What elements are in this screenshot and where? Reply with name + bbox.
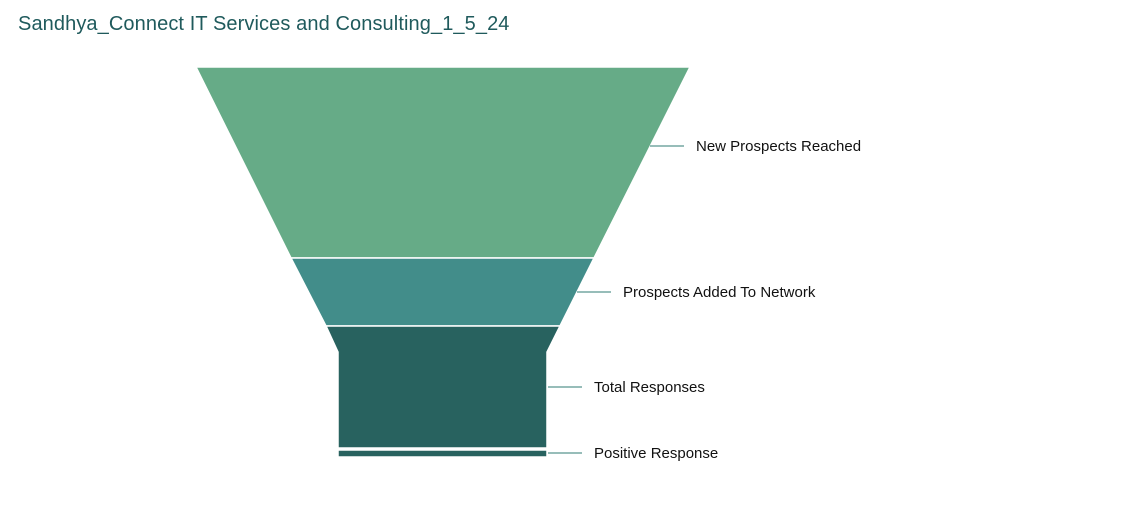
funnel-segments [194,66,692,458]
stage-label-positive-response: Positive Response [594,445,718,462]
funnel-segment-new-prospects-reached [194,66,692,259]
funnel-leader-lines [548,145,684,454]
funnel-stage-labels: New Prospects Reached Prospects Added To … [594,138,861,462]
stage-label-new-prospects-reached: New Prospects Reached [696,138,861,155]
stage-label-total-responses: Total Responses [594,379,705,396]
funnel-segment-prospects-added-to-network [289,257,596,327]
stage-label-prospects-added-to-network: Prospects Added To Network [623,284,816,301]
funnel-segment-total-responses [324,325,562,449]
chart-title: Sandhya_Connect IT Services and Consulti… [18,13,510,35]
funnel-segment-positive-response [337,449,548,458]
